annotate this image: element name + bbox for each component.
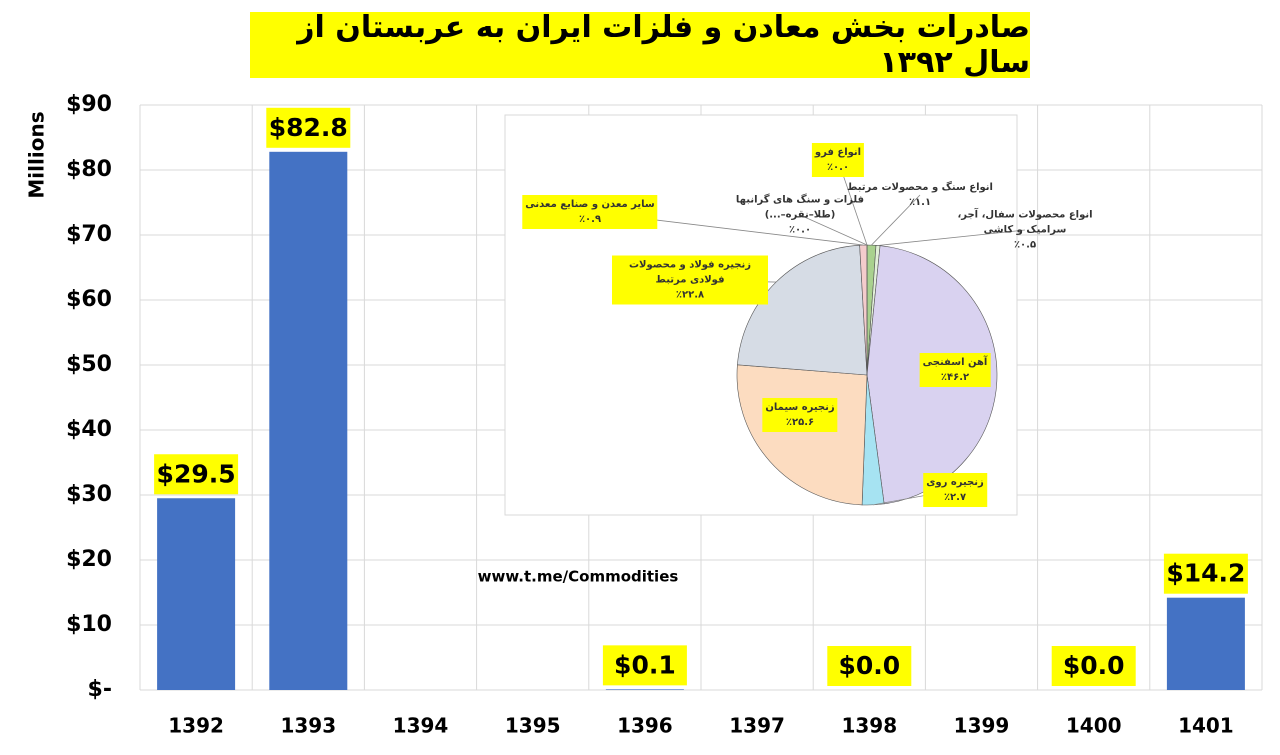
y-tick-label: $80 [66,157,112,182]
value-label-bg [154,454,239,495]
x-tick-label: 1392 [168,714,224,738]
x-tick-label: 1397 [729,714,785,738]
value-label: $0.0 [827,646,912,686]
pie-category: فلزات و سنگ های گرانبها (طلا–نقره–...) [735,194,865,221]
value-label-bg [1163,553,1248,594]
pie-value-label: ٪۰.۹ [578,214,602,225]
y-tick-label: $90 [66,92,112,117]
pie-category: زنجیره روی [926,477,984,488]
y-tick-label: $70 [66,222,112,247]
x-tick-label: 1400 [1066,714,1122,738]
y-tick-label: $50 [66,352,112,377]
bar [269,151,348,691]
pie-value-label: ٪۲۲.۸ [675,289,705,301]
bar [157,498,236,690]
x-tick-label: 1396 [617,714,673,738]
x-tick-label: 1395 [505,714,561,738]
pie-value-label: ٪۰.۵ [1013,239,1037,251]
annotation: www.t.me/Commodities [478,568,679,586]
pie-label: انواع سنگ و محصولات مرتبط ٪۱.۱ [844,178,996,212]
value-label-text: $0.0 [838,651,900,680]
value-label-bg [266,107,351,148]
bar [605,689,684,690]
leader-line [799,214,868,246]
pie-category: زنجیره فولاد و محصولات فولادی مرتبط [629,259,751,286]
pie-category: سایر معدن و صنایع معدنی [525,199,655,210]
value-label-bg [1051,646,1136,686]
value-label-bg [602,645,687,686]
pie-category: آهن اسفنجی [922,357,988,368]
x-tick-label: 1399 [954,714,1010,738]
value-label-bg [827,646,912,686]
leader-line [871,194,921,246]
y-tick-label: $40 [66,417,112,442]
pie-category: انواع فرو [814,147,862,158]
pie-category: زنجیره سیمان [765,402,835,413]
pie-label: انواع محصولات سفال، آجر، سرامیک و کاشی ٪۰… [947,206,1103,255]
pie-value-label: ٪۰.۰ [788,224,812,236]
chart-title: صادرات بخش معادن و فلزات ایران به عربستا… [250,10,1030,80]
pie-value-label: ٪۴۶.۲ [940,372,970,383]
pie-value-label: ٪۲.۷ [943,492,967,503]
x-tick-label: 1401 [1178,714,1234,738]
x-tick-label: 1398 [841,714,897,738]
value-label: $14.2 [1163,553,1248,594]
value-label-text: $82.8 [269,113,348,142]
leader-line [877,229,1026,246]
pie-label: انواع فرو ٪۰.۰ [811,143,865,177]
value-label: $82.8 [266,107,351,148]
pie-label: سایر معدن و صنایع معدنی ٪۰.۹ [522,195,658,229]
y-axis-label: Millions [25,111,49,198]
y-tick-label: $30 [66,482,112,507]
pie-label: آهن اسفنجی ٪۴۶.۲ [919,353,991,387]
pie-label: زنجیره سیمان ٪۲۵.۶ [762,398,838,432]
pie-label: زنجیره فولاد و محصولات فولادی مرتبط ٪۲۲.۸ [612,255,768,305]
y-tick-label: $10 [66,612,112,637]
pie-category: انواع سنگ و محصولات مرتبط [847,182,993,193]
pie-label: فلزات و سنگ های گرانبها (طلا–نقره–...) ٪۰… [722,191,878,240]
y-tick-label: $20 [66,547,112,572]
pie-value-label: ٪۰.۰ [826,162,850,173]
value-label: $29.5 [154,454,239,495]
y-tick-label: $- [88,677,112,702]
pie-value-label: ٪۲۵.۶ [785,417,815,428]
value-label-text: $14.2 [1166,559,1245,588]
x-tick-label: 1393 [280,714,336,738]
pie-value-label: ٪۱.۱ [908,197,932,208]
value-label-text: $0.0 [1063,651,1125,680]
x-tick-label: 1394 [393,714,449,738]
pie-label: زنجیره روی ٪۲.۷ [923,473,987,507]
value-label: $0.1 [602,645,687,686]
pie-category: انواع محصولات سفال، آجر، سرامیک و کاشی [957,209,1093,236]
y-tick-label: $60 [66,287,112,312]
value-label-text: $29.5 [157,459,236,488]
value-label: $0.0 [1051,646,1136,686]
value-label-text: $0.1 [614,650,676,679]
bar [1166,597,1245,690]
